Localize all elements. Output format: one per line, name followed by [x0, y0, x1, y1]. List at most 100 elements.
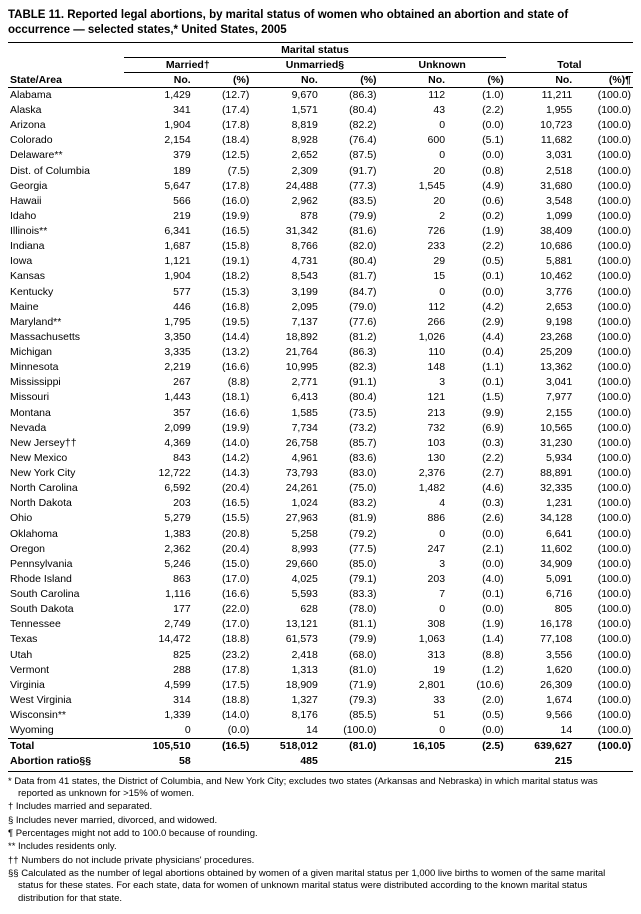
unknown-pct: (2.9)	[447, 315, 506, 330]
unmarried-no: 8,993	[251, 542, 319, 557]
total-no: 805	[506, 602, 574, 617]
unmarried-no: 2,652	[251, 148, 319, 163]
total-no: 5,091	[506, 572, 574, 587]
unknown-pct: (1.0)	[447, 87, 506, 103]
total-pct: (100.0)	[574, 209, 633, 224]
unknown-pct: (0.5)	[447, 708, 506, 723]
unmarried-pct: (79.9)	[320, 632, 379, 647]
unmarried-no: 10,995	[251, 360, 319, 375]
total-pct: (100.0)	[574, 451, 633, 466]
unmarried-no: 61,573	[251, 632, 319, 647]
unknown-pct: (0.0)	[447, 602, 506, 617]
married-no: 5,647	[124, 179, 192, 194]
married-no: 12,722	[124, 466, 192, 481]
married-no: 1,443	[124, 390, 192, 405]
total-pct: (100.0)	[574, 587, 633, 602]
married-no: 566	[124, 194, 192, 209]
married-pct: (14.4)	[193, 330, 252, 345]
table-row: Rhode Island863(17.0)4,025(79.1)203(4.0)…	[8, 572, 633, 587]
unknown-no: 203	[379, 572, 447, 587]
total-no: 31,230	[506, 436, 574, 451]
col-total-pct: (%)¶	[574, 72, 633, 87]
abortion-ratio-row: Abortion ratio§§ 58 485 215	[8, 754, 633, 771]
married-pct: (16.5)	[193, 496, 252, 511]
married-no: 3,335	[124, 345, 192, 360]
unknown-pct: (4.4)	[447, 330, 506, 345]
married-no: 446	[124, 300, 192, 315]
married-pct: (19.5)	[193, 315, 252, 330]
state-cell: Hawaii	[8, 194, 124, 209]
unknown-pct: (5.1)	[447, 133, 506, 148]
married-pct: (7.5)	[193, 164, 252, 179]
married-pct: (17.0)	[193, 617, 252, 632]
total-all-no: 639,627	[506, 739, 574, 755]
unknown-no: 0	[379, 723, 447, 739]
table-row: Missouri1,443(18.1)6,413(80.4)121(1.5)7,…	[8, 390, 633, 405]
married-pct: (16.0)	[193, 194, 252, 209]
abr-blank	[193, 754, 252, 771]
col-unknown-pct: (%)	[447, 72, 506, 87]
total-pct: (100.0)	[574, 436, 633, 451]
total-pct: (100.0)	[574, 148, 633, 163]
abr-blank2	[320, 754, 379, 771]
unknown-pct: (1.2)	[447, 663, 506, 678]
total-pct: (100.0)	[574, 527, 633, 542]
unmarried-pct: (100.0)	[320, 723, 379, 739]
unknown-no: 0	[379, 602, 447, 617]
unknown-pct: (2.2)	[447, 103, 506, 118]
unmarried-no: 1,313	[251, 663, 319, 678]
married-pct: (16.6)	[193, 360, 252, 375]
state-cell: New Mexico	[8, 451, 124, 466]
married-no: 6,592	[124, 481, 192, 496]
unmarried-pct: (75.0)	[320, 481, 379, 496]
married-pct: (17.8)	[193, 118, 252, 133]
state-cell: Oregon	[8, 542, 124, 557]
total-no: 11,682	[506, 133, 574, 148]
unknown-no: 112	[379, 300, 447, 315]
married-pct: (13.2)	[193, 345, 252, 360]
blank-header-right	[506, 42, 633, 57]
unmarried-pct: (83.3)	[320, 587, 379, 602]
col-unknown-no: No.	[379, 72, 447, 87]
total-no: 10,723	[506, 118, 574, 133]
married-pct: (19.1)	[193, 254, 252, 269]
total-no: 77,108	[506, 632, 574, 647]
unmarried-no: 26,758	[251, 436, 319, 451]
table-row: Indiana1,687(15.8)8,766(82.0)233(2.2)10,…	[8, 239, 633, 254]
unknown-no: 2	[379, 209, 447, 224]
total-no: 1,620	[506, 663, 574, 678]
married-pct: (16.6)	[193, 406, 252, 421]
total-unmarried-pct: (81.0)	[320, 739, 379, 755]
total-pct: (100.0)	[574, 269, 633, 284]
unknown-pct: (2.2)	[447, 451, 506, 466]
married-pct: (20.4)	[193, 542, 252, 557]
unknown-pct: (0.5)	[447, 254, 506, 269]
married-no: 1,429	[124, 87, 192, 103]
unknown-no: 266	[379, 315, 447, 330]
unknown-pct: (4.0)	[447, 572, 506, 587]
table-title: TABLE 11. Reported legal abortions, by m…	[8, 8, 633, 38]
total-no: 5,881	[506, 254, 574, 269]
unknown-pct: (9.9)	[447, 406, 506, 421]
unknown-no: 0	[379, 285, 447, 300]
total-pct: (100.0)	[574, 663, 633, 678]
unmarried-pct: (85.5)	[320, 708, 379, 723]
married-no: 357	[124, 406, 192, 421]
married-pct: (15.8)	[193, 239, 252, 254]
total-no: 32,335	[506, 481, 574, 496]
unknown-no: 20	[379, 194, 447, 209]
unknown-pct: (1.9)	[447, 224, 506, 239]
unknown-pct: (4.6)	[447, 481, 506, 496]
unmarried-no: 18,892	[251, 330, 319, 345]
unknown-pct: (2.7)	[447, 466, 506, 481]
married-no: 1,687	[124, 239, 192, 254]
table-row: Iowa1,121(19.1)4,731(80.4)29(0.5)5,881(1…	[8, 254, 633, 269]
unknown-no: 886	[379, 511, 447, 526]
unmarried-no: 8,176	[251, 708, 319, 723]
unknown-pct: (0.1)	[447, 587, 506, 602]
unknown-no: 732	[379, 421, 447, 436]
unknown-no: 110	[379, 345, 447, 360]
unknown-no: 29	[379, 254, 447, 269]
table-row: South Carolina1,116(16.6)5,593(83.3)7(0.…	[8, 587, 633, 602]
table-row: Georgia5,647(17.8)24,488(77.3)1,545(4.9)…	[8, 179, 633, 194]
